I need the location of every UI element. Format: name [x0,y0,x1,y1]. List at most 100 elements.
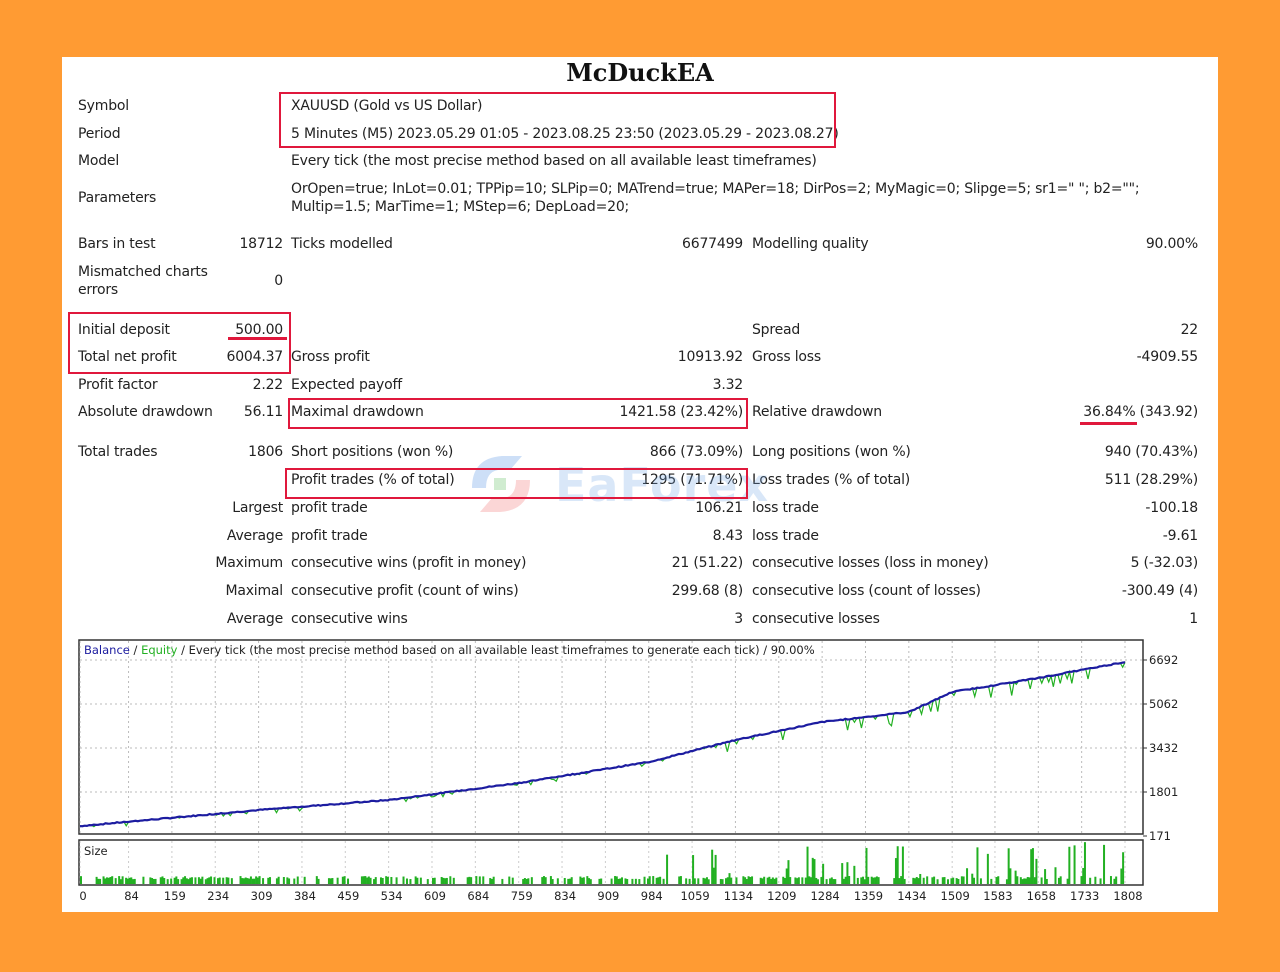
size-bar [1026,877,1029,884]
stat-label: profit trade [291,528,368,544]
size-bar [659,876,662,884]
size-bar [751,876,754,884]
size-bar [721,879,724,884]
size-bar [1044,869,1047,884]
size-bar [588,878,591,884]
size-bar [414,876,417,884]
x-tick-label: 1733 [1070,889,1099,903]
underline-initial-deposit [228,337,287,340]
size-bar [1005,879,1008,884]
size-chart-frame [78,839,1144,886]
x-tick-label: 309 [251,889,273,903]
size-bar [936,879,939,884]
size-bar [269,877,272,884]
size-bar [185,878,188,884]
size-bar [525,878,528,884]
legend-balance: Balance [84,643,130,657]
size-bar [742,876,745,884]
size-bar [175,876,178,884]
x-tick-label: 459 [337,889,359,903]
stat-label: Total net profit [78,349,177,365]
size-bar [386,876,389,884]
size-bar [697,878,700,884]
size-bar [870,876,873,884]
size-bar [440,876,443,884]
size-bar [955,878,958,884]
size-bar [381,878,384,884]
size-bar [452,877,455,884]
stat-label: Expected payoff [291,377,402,393]
size-bar [256,877,259,884]
x-tick-label: 0 [79,889,86,903]
stat-value: Maximum [215,555,283,571]
size-bar [1025,878,1028,884]
stat-value: Average [226,611,283,627]
size-bar [766,877,769,884]
size-bar [919,873,922,884]
size-bar [1019,877,1022,884]
size-bar [685,878,688,884]
size-bar [615,876,618,884]
size-bar [239,876,242,884]
size-bar [730,877,733,884]
stat-value: -9.61 [1162,528,1198,544]
size-bar [704,878,707,884]
size-bar [433,877,436,884]
legend-sep1: / [130,643,141,657]
size-bar [501,878,504,884]
size-bar [634,878,637,884]
size-bar [258,876,261,884]
x-tick-label: 159 [164,889,186,903]
size-bar [102,876,105,884]
size-bar [872,877,875,884]
size-bar [917,878,920,884]
size-bar [825,879,828,884]
size-bar [230,878,233,884]
stat-label: Short positions (won %) [291,444,454,460]
size-bar [874,877,877,884]
x-tick-label: 1059 [680,889,709,903]
stat-value: 8.43 [712,528,744,544]
size-bar [783,878,786,884]
size-bar [1030,849,1033,884]
y-tick-label: 5062 [1149,697,1178,711]
x-tick-label: 534 [381,889,403,903]
size-bar [374,877,377,884]
size-bar [161,876,164,884]
size-bar [1115,876,1118,884]
x-tick-label: 684 [467,889,489,903]
size-bar [241,878,244,884]
stat-label: Relative drawdown [752,404,882,420]
x-tick-label: 1434 [897,889,926,903]
size-bar [246,878,249,884]
size-bar [842,878,845,884]
size-bar [197,877,200,884]
size-bar [1035,858,1038,884]
size-bar [816,879,819,884]
size-bar [841,863,844,884]
size-bar [808,876,811,884]
size-bar [249,876,252,884]
size-bar [995,877,998,884]
size-bar [1099,878,1102,884]
size-bar [405,878,408,884]
stat-label: Profit factor [78,377,158,393]
size-bar [933,876,936,884]
x-tick-label: 1509 [941,889,970,903]
size-bar [813,859,816,884]
size-bar [341,876,344,884]
stat-label: Bars in test [78,236,156,252]
x-tick-label: 759 [511,889,533,903]
size-bar [960,876,963,884]
size-bar [1073,845,1076,884]
stat-value: 6677499 [682,236,743,252]
value-symbol: XAUUSD (Gold vs US Dollar) [291,98,483,114]
stat-value: 500.00 [235,322,283,338]
y-tick-label: 1801 [1149,785,1178,799]
size-bar [643,876,646,884]
size-bar [1040,877,1043,884]
stat-value: Largest [232,500,283,516]
size-bar [946,879,949,884]
chart-frame [78,639,1144,835]
size-bar [894,858,897,884]
